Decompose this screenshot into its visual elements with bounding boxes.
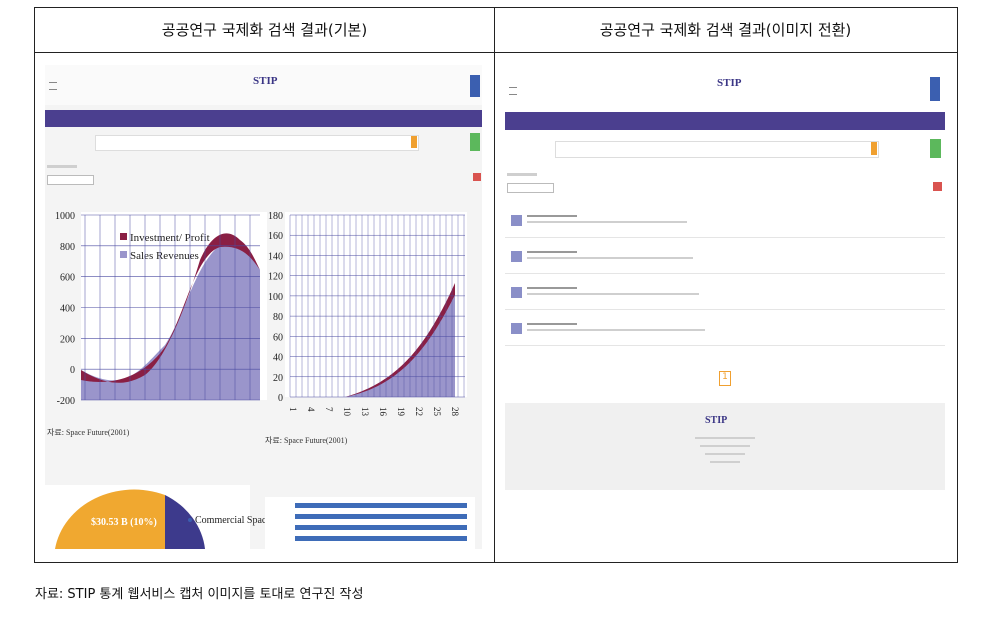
x-tick-label: 22: [414, 407, 424, 416]
chart-source: 자료: Space Future(2001): [47, 428, 130, 437]
x-tick-label: 25: [432, 407, 442, 417]
y-tick-label: 200: [60, 334, 75, 345]
header-divider: [34, 52, 957, 53]
search-box[interactable]: [95, 135, 419, 151]
result-divider: [505, 345, 945, 346]
x-tick-label: 16: [378, 407, 388, 417]
pagination[interactable]: 1: [719, 371, 731, 386]
x-tick-label: 4: [306, 407, 316, 412]
menu-icon: [509, 87, 517, 95]
top-bar: [45, 65, 482, 105]
result-icon: [511, 287, 522, 298]
pie-slice: [55, 489, 165, 549]
result-text: [527, 257, 693, 259]
area: [345, 295, 455, 397]
footer-text: [710, 461, 740, 463]
hbar: [295, 514, 467, 519]
y-tick-label: 160: [268, 231, 283, 242]
left-screenshot: STIP Investment/ Profit Sales Revenues 자…: [45, 65, 482, 549]
hbar: [295, 536, 467, 541]
y-tick-label: 40: [273, 353, 283, 364]
x-tick-label: 13: [360, 407, 370, 417]
y-tick-label: 120: [268, 272, 283, 283]
x-tick-label: 19: [396, 407, 406, 417]
right-screenshot: STIP 1 STIP: [505, 65, 945, 490]
y-tick-label: 180: [268, 211, 283, 222]
x-tick-label: 28: [450, 407, 460, 417]
result-icon: [511, 215, 522, 226]
y-tick-label: 0: [278, 393, 283, 404]
sales-area: [81, 241, 260, 400]
icon-red[interactable]: [473, 173, 481, 181]
y-tick-label: 800: [60, 242, 75, 253]
go-button[interactable]: [470, 133, 480, 151]
y-tick-label: 400: [60, 304, 75, 315]
legend-swatch: [120, 233, 127, 240]
y-tick-label: 1000: [55, 211, 75, 222]
search-button[interactable]: [871, 142, 877, 155]
legend-text: Sales Revenues: [130, 250, 199, 262]
hbar: [295, 503, 467, 508]
logo: STIP: [253, 75, 278, 87]
nav-bar: [45, 110, 482, 127]
footer-text: [705, 453, 745, 455]
result-title[interactable]: [527, 251, 577, 253]
result-text: [527, 221, 687, 223]
search-box[interactable]: [555, 141, 879, 158]
result-title[interactable]: [527, 287, 577, 289]
y-tick-label: 600: [60, 273, 75, 284]
hbar: [295, 525, 467, 530]
result-text: [527, 293, 699, 295]
nav-bar: [505, 112, 945, 130]
result-divider: [505, 273, 945, 274]
footer-logo: STIP: [705, 415, 728, 426]
column-header: 공공연구 국제화 검색 결과(이미지 전환): [599, 21, 852, 39]
go-button[interactable]: [930, 139, 941, 158]
chart-source: 자료: Space Future(2001): [265, 436, 348, 445]
legend-swatch: [120, 251, 127, 258]
investment-area: [81, 233, 260, 383]
y-tick-label: 0: [70, 365, 75, 376]
table: [34, 7, 958, 563]
menu-icon: [49, 82, 57, 90]
result-text: [527, 329, 705, 331]
dropdowns[interactable]: [507, 183, 554, 193]
result-icon: [511, 323, 522, 334]
y-tick-label: -200: [57, 396, 75, 407]
footer-text: [695, 437, 755, 439]
caption: 자료: STIP 통계 웹서비스 캡처 이미지를 토대로 연구진 작성: [35, 587, 364, 602]
result-title[interactable]: [527, 215, 577, 217]
side-button[interactable]: [930, 77, 940, 101]
y-tick-label: 60: [273, 332, 283, 343]
search-button[interactable]: [411, 136, 417, 148]
filter-text: [507, 173, 537, 176]
legend-dot: [188, 518, 192, 522]
legend-text: Investment/ Profit: [130, 232, 210, 244]
result-divider: [505, 309, 945, 310]
icon-red[interactable]: [933, 182, 942, 191]
pie-label: $30.53 B (10%): [91, 517, 157, 528]
y-tick-label: 20: [273, 373, 283, 384]
side-button[interactable]: [470, 75, 480, 97]
x-tick-label: 7: [324, 407, 334, 412]
filter-text: [47, 165, 77, 168]
pie-slice: [165, 495, 205, 549]
x-tick-label: 1: [288, 407, 298, 412]
y-tick-label: 140: [268, 251, 283, 262]
result-divider: [505, 237, 945, 238]
result-icon: [511, 251, 522, 262]
result-title[interactable]: [527, 323, 577, 325]
dropdowns[interactable]: [47, 175, 94, 185]
column-divider: [494, 7, 495, 562]
left-charts: Investment/ Profit Sales Revenues 자료: Sp…: [45, 211, 475, 549]
footer-text: [700, 445, 750, 447]
y-tick-label: 100: [268, 292, 283, 303]
logo: STIP: [717, 77, 742, 89]
column-header: 공공연구 국제화 검색 결과(기본): [161, 21, 368, 39]
y-tick-label: 80: [273, 312, 283, 323]
x-tick-label: 10: [342, 407, 352, 417]
